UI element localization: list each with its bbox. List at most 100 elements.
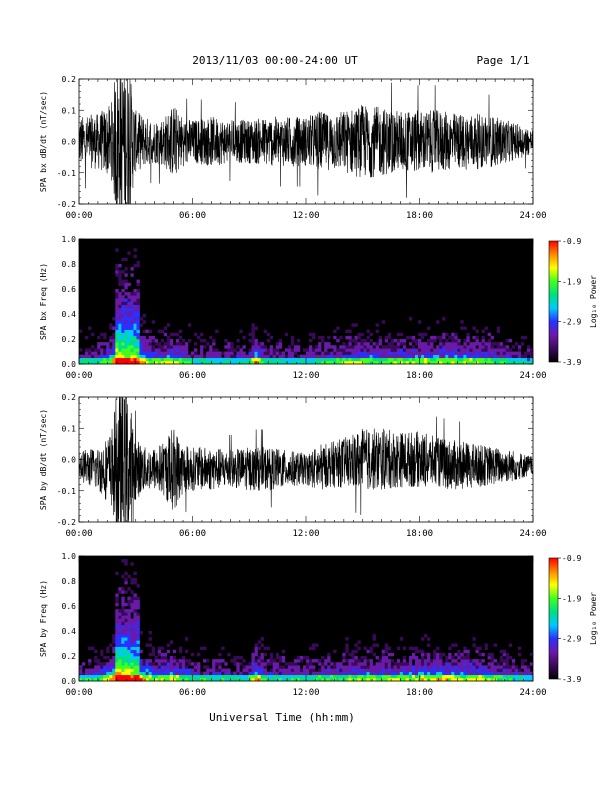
- bx-spectrogram-cell: [290, 342, 295, 346]
- bx-spectrogram-cell: [242, 360, 246, 365]
- by-spectrogram-cell: [245, 674, 249, 679]
- bx-spectrogram-cell: [363, 351, 367, 355]
- bx-spectrogram-cell: [408, 335, 413, 340]
- by-spectrogram-cell: [424, 668, 428, 672]
- by-spectrogram-cell: [381, 665, 385, 669]
- by-spectrogram-cell: [390, 671, 395, 676]
- bx-spectrogram-cell: [526, 360, 531, 365]
- by-spectrogram-cell: [166, 643, 171, 647]
- bx-spectrogram-cell: [315, 354, 319, 359]
- by-spectrogram-cell: [245, 671, 249, 676]
- bx-spectrogram-cell: [445, 360, 449, 365]
- by-spectrogram-cell: [378, 677, 382, 682]
- bx-spectrogram-cell: [130, 323, 134, 327]
- by-spectrogram-x-tick-label: 24:00: [519, 688, 546, 698]
- by-spectrogram-cell: [433, 674, 437, 679]
- by-spectrogram-cell: [348, 668, 352, 672]
- bx-spectrogram-cell: [381, 360, 385, 365]
- bx-spectrogram-cell: [481, 351, 485, 355]
- bx-spectrogram-cell: [490, 348, 494, 352]
- bx-spectrogram-cell: [345, 354, 349, 359]
- by-spectrogram-cell: [190, 652, 195, 657]
- bx-spectrogram-cell: [124, 304, 128, 309]
- by-spectrogram-cell: [233, 674, 237, 679]
- bx-spectrogram-cell: [221, 357, 225, 362]
- bx-spectrogram-cell: [463, 357, 467, 362]
- bx-spectrogram-cell: [378, 342, 382, 346]
- bx-spectrogram-cell: [454, 342, 458, 346]
- bx-spectrogram-y-axis-label: SPA bx Freq (Hz): [39, 263, 48, 340]
- bx-spectrogram-cell: [342, 354, 346, 359]
- bx-spectrogram-cell: [118, 329, 122, 334]
- by-spectrogram-cell: [309, 668, 313, 672]
- by-spectrogram-cell: [315, 677, 319, 682]
- bx-spectrogram-cell: [499, 348, 504, 352]
- by-spectrogram-cell: [245, 665, 249, 669]
- bx-spectrogram-cell: [318, 348, 322, 352]
- by-spectrogram-cell: [478, 646, 482, 651]
- by-spectrogram-cell: [118, 587, 122, 591]
- by-spectrogram-cell: [184, 671, 189, 676]
- by-spectrogram-cell: [197, 665, 201, 669]
- bx-spectrogram-cell: [194, 354, 198, 359]
- by-trace-y-axis-label: SPA by dB/dt (nT/sec): [39, 409, 48, 510]
- by-spectrogram-cell: [342, 665, 346, 669]
- by-spectrogram-cell: [118, 662, 122, 666]
- by-spectrogram-cell: [94, 659, 98, 663]
- by-spectrogram-cell: [478, 652, 482, 657]
- bx-spectrogram-cell: [115, 289, 119, 293]
- by-spectrogram-cell: [218, 674, 222, 679]
- bx-spectrogram-cell: [230, 351, 234, 355]
- by-spectrogram-cell: [215, 659, 219, 663]
- bx-spectrogram-cell: [396, 348, 401, 352]
- bx-spectrogram-cell: [142, 354, 146, 359]
- by-spectrogram-cell: [321, 662, 325, 666]
- bx-spectrogram-cell: [290, 351, 295, 355]
- by-spectrogram-cell: [263, 668, 267, 672]
- bx-spectrogram-cell: [496, 348, 501, 352]
- by-spectrogram-cell: [115, 643, 119, 647]
- by-spectrogram-cell: [112, 671, 116, 676]
- bx-spectrogram-cell: [427, 342, 431, 346]
- by-spectrogram-cell: [463, 671, 467, 676]
- bx-spectrogram-cell: [345, 351, 349, 355]
- bx-spectrogram-cell: [448, 345, 452, 349]
- by-spectrogram-cell: [499, 668, 504, 672]
- bx-spectrogram-cell: [139, 342, 143, 346]
- by-spectrogram-cell: [330, 662, 334, 666]
- by-spectrogram-cell: [269, 656, 274, 660]
- bx-spectrogram-cell: [82, 360, 86, 365]
- by-spectrogram-cell: [427, 659, 431, 663]
- bx-spectrogram-cell: [399, 354, 404, 359]
- bx-spectrogram-cell: [523, 360, 528, 365]
- bx-spectrogram-cell: [109, 323, 113, 327]
- by-spectrogram-cell: [133, 621, 137, 626]
- by-spectrogram-cell: [502, 662, 507, 666]
- bx-spectrogram-cell: [142, 360, 146, 365]
- bx-spectrogram-cell: [312, 360, 316, 365]
- by-spectrogram-cell: [463, 646, 467, 651]
- bx-spectrogram-cell: [139, 351, 143, 355]
- bx-spectrogram-cell: [181, 345, 186, 349]
- by-spectrogram-cell: [239, 671, 243, 676]
- bx-spectrogram-cell: [263, 354, 267, 359]
- by-spectrogram-cell: [254, 677, 258, 682]
- by-spectrogram-cell: [115, 593, 119, 597]
- bx-spectrogram-cell: [284, 354, 289, 359]
- by-spectrogram-cell: [212, 677, 216, 682]
- bx-spectrogram-cell: [206, 354, 210, 359]
- by-spectrogram-cell: [178, 671, 183, 676]
- bx-spectrogram-cell: [124, 314, 128, 318]
- bx-spectrogram-cell: [360, 357, 364, 362]
- by-spectrogram-cell: [124, 662, 128, 666]
- by-spectrogram-cell: [269, 671, 274, 676]
- bx-spectrogram-cell: [236, 351, 240, 355]
- bx-spectrogram-cell: [487, 345, 491, 349]
- by-spectrogram-cell: [402, 677, 407, 682]
- by-spectrogram-cell: [393, 671, 398, 676]
- bx-spectrogram-cell: [414, 354, 419, 359]
- bx-spectrogram-cell: [85, 351, 89, 355]
- bx-spectrogram-cell: [124, 320, 128, 324]
- by-spectrogram-cell: [187, 662, 192, 666]
- by-spectrogram-cell: [381, 677, 385, 682]
